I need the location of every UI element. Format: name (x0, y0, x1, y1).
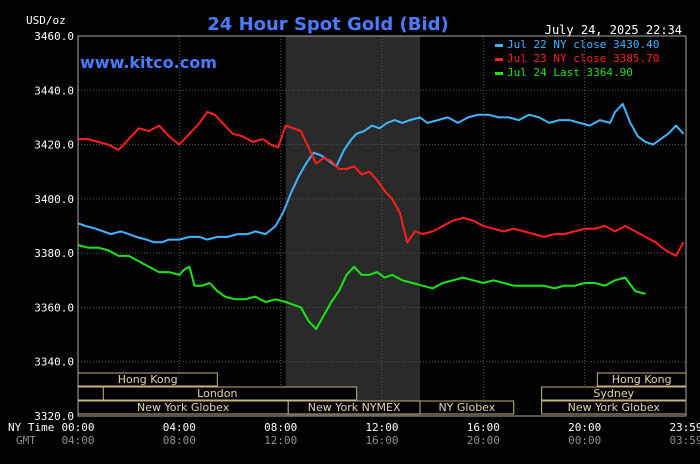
x-tick-label-gmt: 20:00 (467, 434, 500, 447)
legend-swatch (495, 58, 503, 61)
y-tick-label: 3400.0 (34, 193, 74, 206)
x-tick-label-ny: 20:00 (568, 421, 601, 434)
x-axis-ticks: 00:0004:0004:0008:0008:0012:0012:0016:00… (61, 421, 700, 447)
session-label: Sydney (593, 387, 634, 400)
y-tick-label: 3380.0 (34, 247, 74, 260)
legend-swatch (495, 44, 503, 47)
y-axis-ticks: 3460.0 3440.0 3420.0 3400.0 3380.0 3360.0 3340… (34, 30, 74, 423)
unit-label: USD/oz (26, 14, 66, 27)
chart-title: 24 Hour Spot Gold (Bid) (207, 14, 448, 35)
y-tick-label: 3460.0 (34, 30, 74, 43)
x-tick-label-gmt: 04:00 (61, 434, 94, 447)
session-label: Hong Kong (612, 373, 672, 386)
legend-swatch (495, 72, 503, 75)
plot-frame (77, 35, 687, 417)
timestamp: July 24, 2025 22:34 (545, 23, 682, 37)
session-label: Hong Kong (118, 373, 178, 386)
series-line (77, 244, 646, 331)
y-tick-label: 3440.0 (34, 84, 74, 97)
session-label: New York NYMEX (308, 401, 401, 414)
x-tick-label-gmt: 16:00 (365, 434, 398, 447)
nymex-shaded-region (285, 36, 420, 416)
x-tick-label-ny: 04:00 (163, 421, 196, 434)
session-bar (77, 386, 104, 401)
y-tick-label: 3420.0 (34, 139, 74, 152)
x-tick-label-gmt: 03:59 (669, 434, 700, 447)
legend-entry: Jul 24 Last 3364.90 (507, 66, 633, 79)
series-line (78, 111, 685, 257)
x-tick-label-ny: 08:00 (264, 421, 297, 434)
x-tick-label-gmt: 08:00 (163, 434, 196, 447)
session-label: New York Globex (568, 401, 661, 414)
x-tick-label-ny: 16:00 (467, 421, 500, 434)
x-tick-label-ny: 12:00 (365, 421, 398, 434)
session-label: NY Globex (438, 401, 495, 414)
session-label: London (197, 387, 237, 400)
y-tick-label: 3360.0 (34, 301, 74, 314)
legend-entry: Jul 22 NY close 3430.40 (507, 38, 659, 51)
ny-time-label: NY Time (8, 421, 54, 434)
gmt-label: GMT (16, 434, 36, 447)
legend-entry: Jul 23 NY close 3385.70 (507, 52, 659, 65)
session-bar (419, 400, 515, 415)
y-tick-label: 3340.0 (34, 356, 74, 369)
x-tick-label-gmt: 00:00 (568, 434, 601, 447)
x-tick-label-ny: 00:00 (61, 421, 94, 434)
series-lines (77, 102, 685, 331)
x-tick-label-ny: 23:59 (669, 421, 700, 434)
session-label: New York Globex (137, 401, 230, 414)
series-line (77, 102, 685, 244)
watermark: www.kitco.com (80, 53, 217, 72)
x-tick-label-gmt: 12:00 (264, 434, 297, 447)
y-tick-label: 3320.0 (34, 410, 74, 423)
